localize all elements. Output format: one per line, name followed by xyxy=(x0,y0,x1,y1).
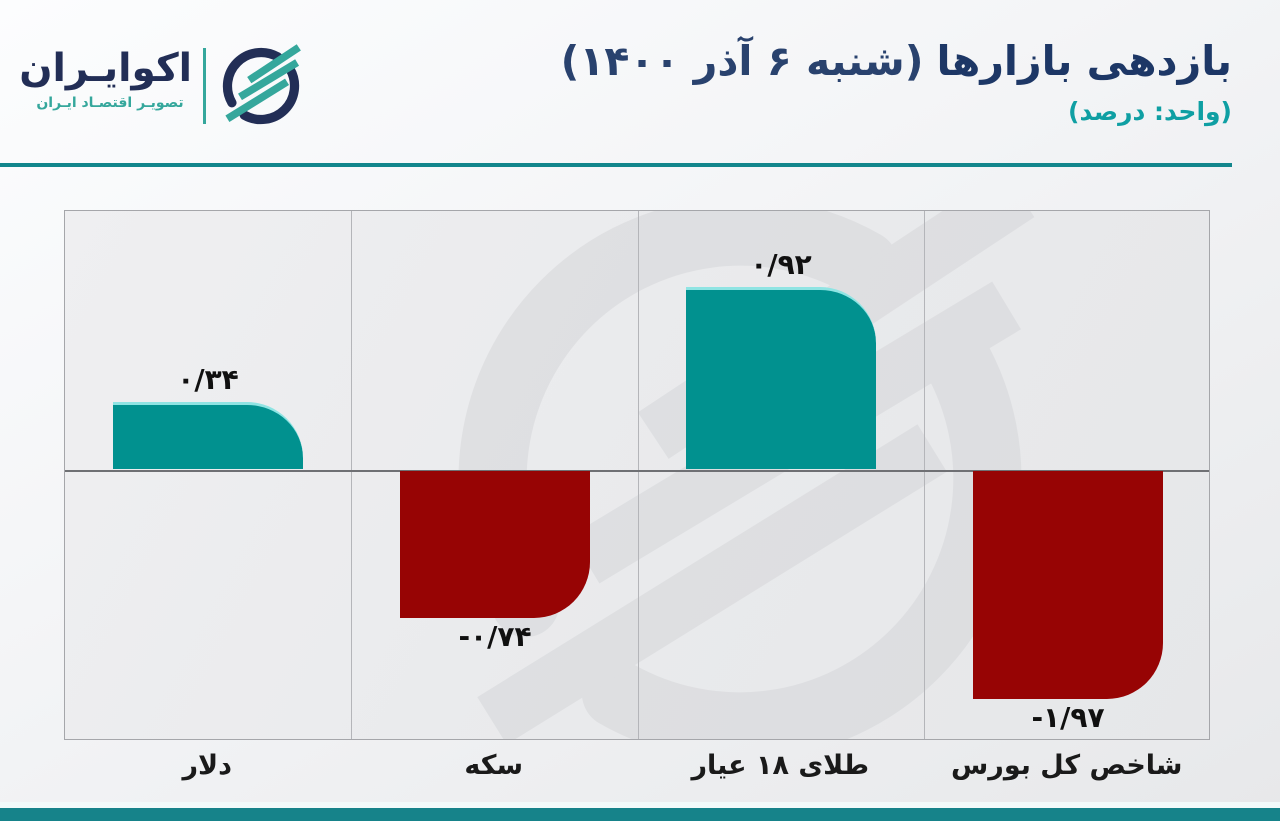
category-label-gold-18k: طلای ۱۸ عیار xyxy=(691,750,870,781)
header-title-block: بازدهی بازارها (شنبه ۶ آذر ۱۴۰۰) (واحد: … xyxy=(561,36,1232,126)
page-title-date: (شنبه ۶ آذر ۱۴۰۰) xyxy=(560,37,924,85)
bar-gold-18k xyxy=(686,287,876,469)
bar-coin xyxy=(400,471,590,618)
page-title-main: بازدهی بازارها xyxy=(936,37,1233,85)
bar-value-coin: -۰/۷۴ xyxy=(458,620,532,653)
logo-wordmark: اکوایـران xyxy=(19,46,192,91)
bar-stock-index xyxy=(973,471,1163,699)
category-label-coin: سکه xyxy=(464,750,524,781)
category-label-stock-index: شاخص کل بورس xyxy=(951,750,1183,781)
category-label-dollar: دلار xyxy=(182,750,232,781)
gridline-1 xyxy=(351,211,352,739)
logo-divider xyxy=(203,48,206,124)
page-title: بازدهی بازارها (شنبه ۶ آذر ۱۴۰۰) xyxy=(561,36,1232,87)
bar-value-dollar: ۰/۳۴ xyxy=(177,363,239,396)
unit-note: (واحد: درصد) xyxy=(1068,97,1232,127)
zero-baseline xyxy=(65,470,1209,472)
ecoiran-swoosh-icon xyxy=(222,44,301,125)
ecoiran-logo: اکوایـران تصویـر اقتصـاد ایـران xyxy=(19,40,303,130)
footer-accent-bar xyxy=(0,808,1280,821)
bar-value-stock-index: -۱/۹۷ xyxy=(1031,701,1105,734)
bar-dollar xyxy=(113,402,303,469)
gridline-2 xyxy=(638,211,639,739)
bar-chart-plot-area: ۰/۳۴ -۰/۷۴ ۰/۹۲ -۱/۹۷ xyxy=(64,210,1210,740)
logo-tagline: تصویـر اقتصـاد ایـران xyxy=(36,94,184,111)
bar-value-gold-18k: ۰/۹۲ xyxy=(750,248,812,281)
footer-light-band xyxy=(0,802,1280,808)
category-axis-labels: دلار سکه طلای ۱۸ عیار شاخص کل بورس xyxy=(64,750,1210,781)
header-divider-rule xyxy=(0,163,1232,167)
gridline-3 xyxy=(924,211,925,739)
logo-text-block: اکوایـران تصویـر اقتصـاد ایـران xyxy=(19,46,192,111)
